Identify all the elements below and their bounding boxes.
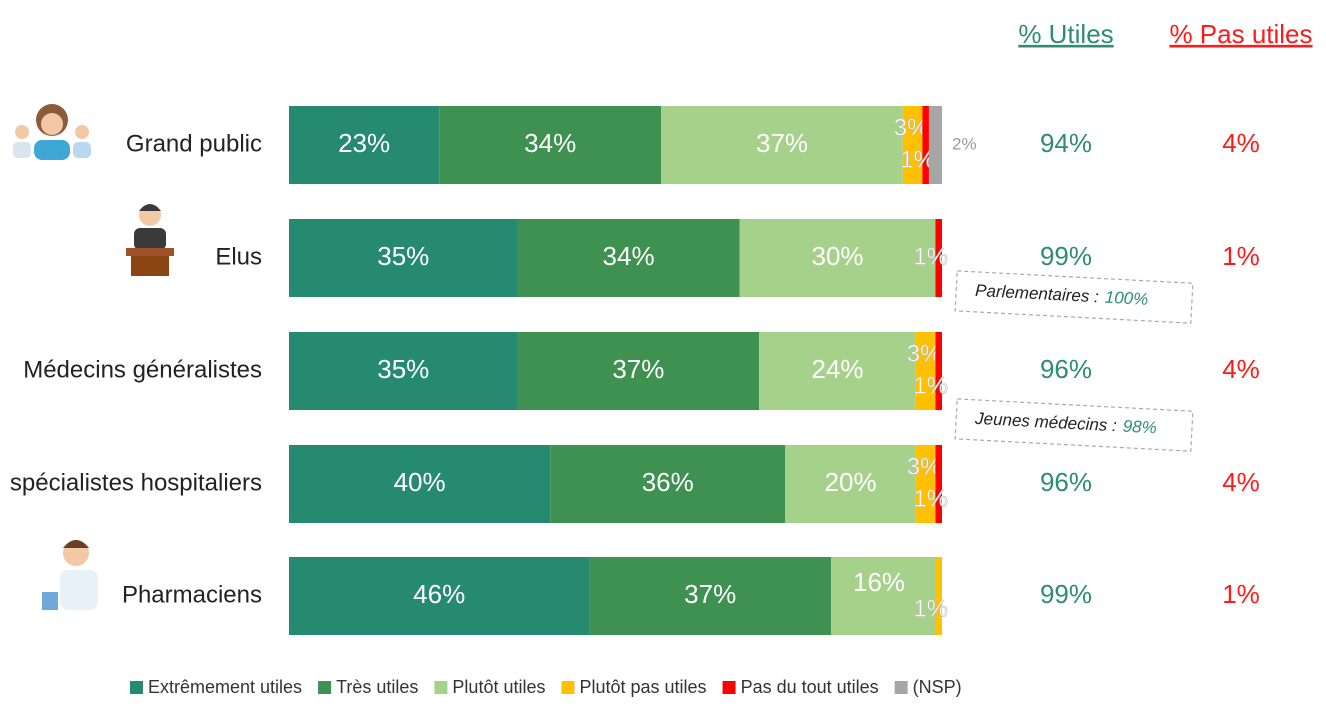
value-label: 23% [338,128,390,158]
value-label: 37% [612,354,664,384]
summary-value: 4% [1222,354,1260,384]
value-label: 16% [853,567,905,597]
legend-label: (NSP) [913,677,962,697]
value-label: 34% [524,128,576,158]
value-label: 36% [642,467,694,497]
icon-elus [126,204,174,276]
value-label: 34% [603,241,655,271]
value-label: 37% [684,579,736,609]
value-label: 24% [811,354,863,384]
value-label: 35% [377,241,429,271]
value-label: 20% [825,467,877,497]
annotation: Parlementaires :100% [955,271,1193,323]
annotation: Jeunes médecins :98% [955,399,1193,451]
annotation-value: 100% [1104,288,1148,309]
value-label: 37% [756,128,808,158]
value-label: 46% [413,579,465,609]
column-header: % Pas utiles [1169,19,1312,49]
summary-value: 99% [1040,241,1092,271]
annotation-value: 98% [1122,417,1157,438]
legend-swatch [723,681,736,694]
summary-value: 1% [1222,241,1260,271]
value-label: 1% [913,243,948,270]
summary-value: 4% [1222,128,1260,158]
summary-value: 1% [1222,579,1260,609]
legend-label: Plutôt pas utiles [579,677,706,697]
value-label: 1% [913,485,948,512]
icon-pharmaciens [42,540,98,610]
value-label: 30% [811,241,863,271]
value-label: 40% [394,467,446,497]
value-label: 1% [913,372,948,399]
category-label: Pharmaciens [122,581,262,608]
icon-grand-public [13,104,91,160]
category-label: Grand public [126,130,262,157]
summary-value: 96% [1040,354,1092,384]
legend-label: Plutôt utiles [452,677,545,697]
legend-label: Pas du tout utiles [741,677,879,697]
value-label: 35% [377,354,429,384]
legend-swatch [434,681,447,694]
summary-value: 94% [1040,128,1092,158]
column-header: % Utiles [1018,19,1113,49]
value-label: 2% [952,134,977,153]
summary-value: 96% [1040,467,1092,497]
legend-swatch [895,681,908,694]
legend-swatch [130,681,143,694]
summary-value: 4% [1222,467,1260,497]
legend-label: Très utiles [336,677,418,697]
legend-swatch [318,681,331,694]
category-label: Elus [215,243,262,270]
chart: Grand public23%34%37%3%1%2%Elus35%34%30%… [0,0,1326,707]
category-label: Médecins généralistes [23,356,262,383]
legend-label: Extrêmement utiles [148,677,302,697]
value-label: 1% [913,595,948,622]
category-label: spécialistes hospitaliers [10,469,262,496]
bar-segment [929,106,942,184]
legend-swatch [561,681,574,694]
summary-value: 99% [1040,579,1092,609]
